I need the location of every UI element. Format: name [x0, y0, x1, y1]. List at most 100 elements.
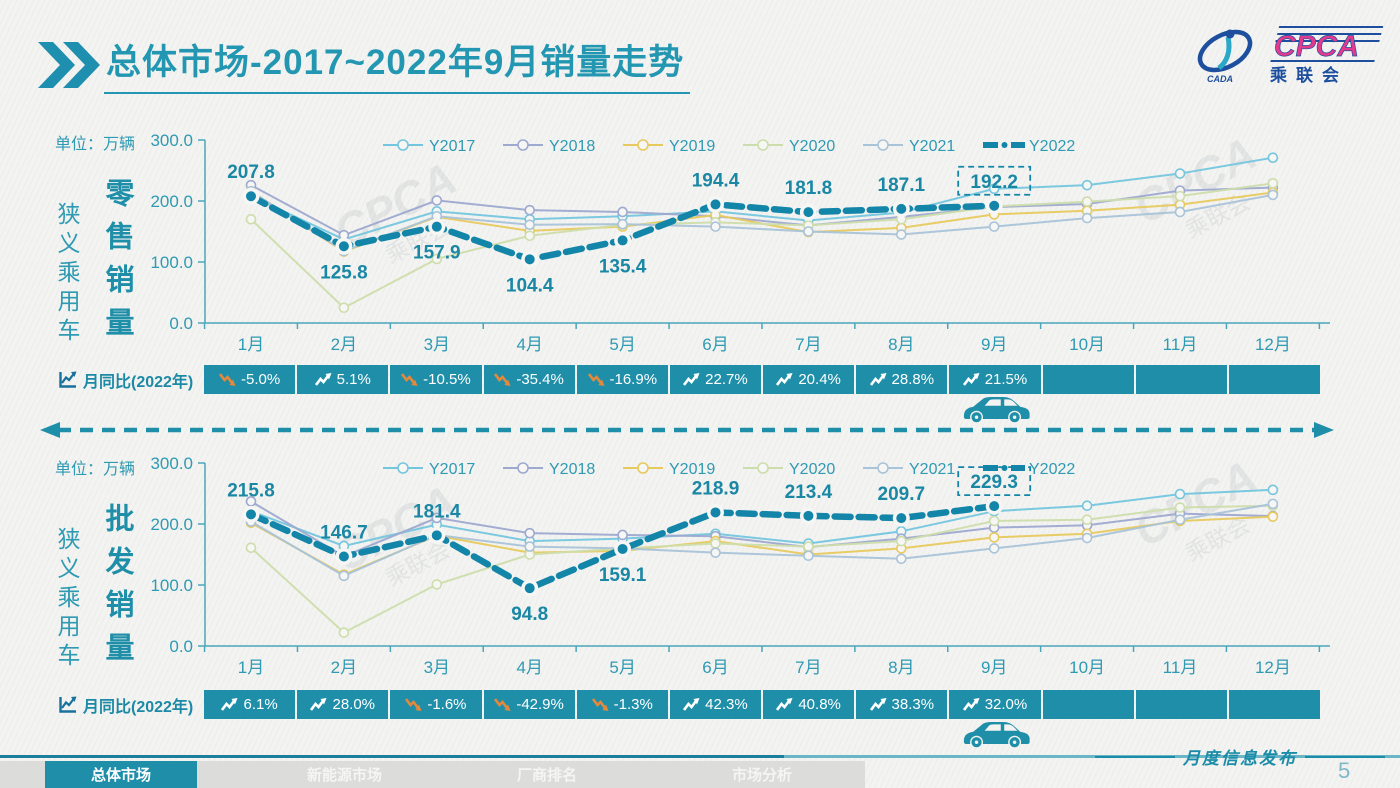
data-label: 213.4	[785, 482, 833, 503]
yoy-cell: -1.6%	[390, 690, 482, 719]
double-chevron-icon	[38, 42, 100, 88]
yoy-label-wholesale: 月同比(2022年)	[83, 699, 194, 716]
legend-item-y2019: Y2019	[623, 461, 715, 478]
yoy-value: -1.3%	[613, 696, 653, 713]
yoy-up-icon	[869, 373, 887, 386]
yoy-cell	[1228, 690, 1321, 719]
svg-text:Y2019: Y2019	[669, 138, 715, 155]
yoy-value: 20.4%	[798, 371, 841, 388]
y-tick-label: 0.0	[169, 314, 193, 333]
x-tick-label: 12月	[1255, 335, 1291, 354]
yoy-value: -35.4%	[516, 371, 564, 388]
yoy-cell: 40.8%	[763, 690, 855, 719]
yoy-head-wholesale: 月同比(2022年)	[58, 693, 193, 717]
x-tick-label: 10月	[1069, 335, 1105, 354]
yoy-up-icon	[683, 373, 700, 386]
yoy-up-icon	[221, 698, 238, 711]
measure-label-wholesale: 批发销量	[101, 503, 133, 675]
yoy-up-icon	[310, 698, 327, 711]
yoy-down-icon	[494, 373, 511, 386]
series-line-y2018	[250, 500, 1273, 558]
tab-market-analysis[interactable]: 市场分析	[731, 767, 792, 784]
legend-item-y2021: Y2021	[863, 138, 955, 155]
yoy-cell: -1.3%	[576, 690, 668, 719]
x-tick-label: 8月	[888, 658, 914, 677]
trend-chart-icon	[59, 371, 77, 388]
publication-label: 月度信息发布	[1183, 749, 1297, 769]
tab-overall-market[interactable]: 总体市场	[45, 761, 197, 788]
footer-tabs: 总体市场 新能源市场 厂商排名 市场分析	[0, 761, 865, 788]
svg-text:Y2021: Y2021	[909, 461, 955, 478]
data-label: 229.3	[970, 472, 1018, 493]
svg-text:Y2020: Y2020	[789, 138, 835, 155]
y-tick-label: 300.0	[150, 454, 193, 473]
yoy-up-icon	[869, 698, 887, 711]
data-label: 209.7	[878, 484, 926, 505]
data-label: 181.4	[413, 501, 461, 522]
yoy-cell: -42.9%	[483, 690, 575, 719]
rule-right	[1305, 755, 1385, 758]
x-tick-label: 6月	[702, 658, 728, 677]
unit-label-wholesale: 单位：万辆	[55, 461, 136, 478]
yoy-cell: -10.5%	[390, 365, 482, 394]
yoy-cell: -35.4%	[483, 365, 575, 394]
yoy-up-icon	[776, 698, 793, 711]
yoy-value: 22.7%	[705, 371, 748, 388]
yoy-up-icon	[776, 373, 793, 386]
y-tick-label: 300.0	[150, 131, 193, 150]
series-line-y2021	[250, 190, 1274, 253]
x-tick-label: 5月	[609, 335, 635, 354]
data-label: 157.9	[413, 243, 461, 264]
series-line-y2017	[250, 488, 1273, 548]
yoy-down-icon	[401, 373, 418, 386]
svg-text:Y2022: Y2022	[1029, 138, 1075, 155]
x-tick-label: 2月	[331, 658, 357, 677]
y-tick-label: 200.0	[150, 192, 193, 211]
yoy-up-icon	[683, 698, 700, 711]
yoy-down-icon	[591, 698, 609, 711]
yoy-cell	[1135, 365, 1227, 394]
tab-nev-market[interactable]: 新能源市场	[306, 767, 382, 784]
yoy-cell	[1042, 365, 1134, 394]
x-tick-label: 8月	[888, 335, 914, 354]
tab-oem-ranking[interactable]: 厂商排名	[516, 767, 577, 784]
x-tick-label: 4月	[516, 335, 542, 354]
data-label: 135.4	[599, 256, 647, 277]
yoy-value: -1.6%	[427, 696, 467, 713]
legend-item-y2019: Y2019	[623, 138, 715, 155]
yoy-down-icon	[587, 373, 604, 386]
trend-chart-icon	[59, 696, 77, 713]
x-tick-label: 9月	[981, 658, 1007, 677]
yoy-row-wholesale: 月同比(2022年) 6.1% 28.0% -1.6% -42.9% -1.3% 42.3…	[0, 690, 1400, 719]
category-label-retail: 狭义乘用车	[54, 202, 80, 347]
yoy-value: 32.0%	[984, 696, 1028, 713]
x-tick-label: 11月	[1163, 658, 1198, 677]
x-tick-label: 4月	[516, 658, 542, 677]
yoy-down-icon	[218, 373, 236, 386]
svg-text:Y2018: Y2018	[549, 138, 595, 155]
yoy-cell: 28.8%	[856, 365, 948, 394]
data-label: 187.1	[878, 175, 926, 196]
svg-text:Y2017: Y2017	[429, 138, 475, 155]
data-label: 94.8	[511, 604, 548, 625]
data-label: 125.8	[320, 262, 368, 283]
yoy-label-retail: 月同比(2022年)	[83, 374, 194, 391]
data-label: 215.8	[227, 480, 275, 501]
svg-text:Y2018: Y2018	[549, 461, 595, 478]
car-icon	[963, 397, 1030, 423]
yoy-cell: 42.3%	[669, 690, 762, 719]
legend-item-y2020: Y2020	[743, 138, 835, 155]
yoy-cell: -5.0%	[204, 365, 296, 394]
data-label: 207.8	[227, 162, 275, 183]
svg-text:Y2019: Y2019	[669, 461, 715, 478]
cpca-logo: CADA CPCA 乘联会	[1192, 22, 1384, 88]
yoy-cell	[1228, 365, 1321, 394]
cada-text: CADA	[1207, 74, 1233, 84]
yoy-value: 6.1%	[243, 696, 278, 713]
yoy-cell: 5.1%	[297, 365, 389, 394]
publication-banner: 月度信息发布	[1095, 744, 1385, 769]
data-label: 218.9	[692, 478, 740, 499]
